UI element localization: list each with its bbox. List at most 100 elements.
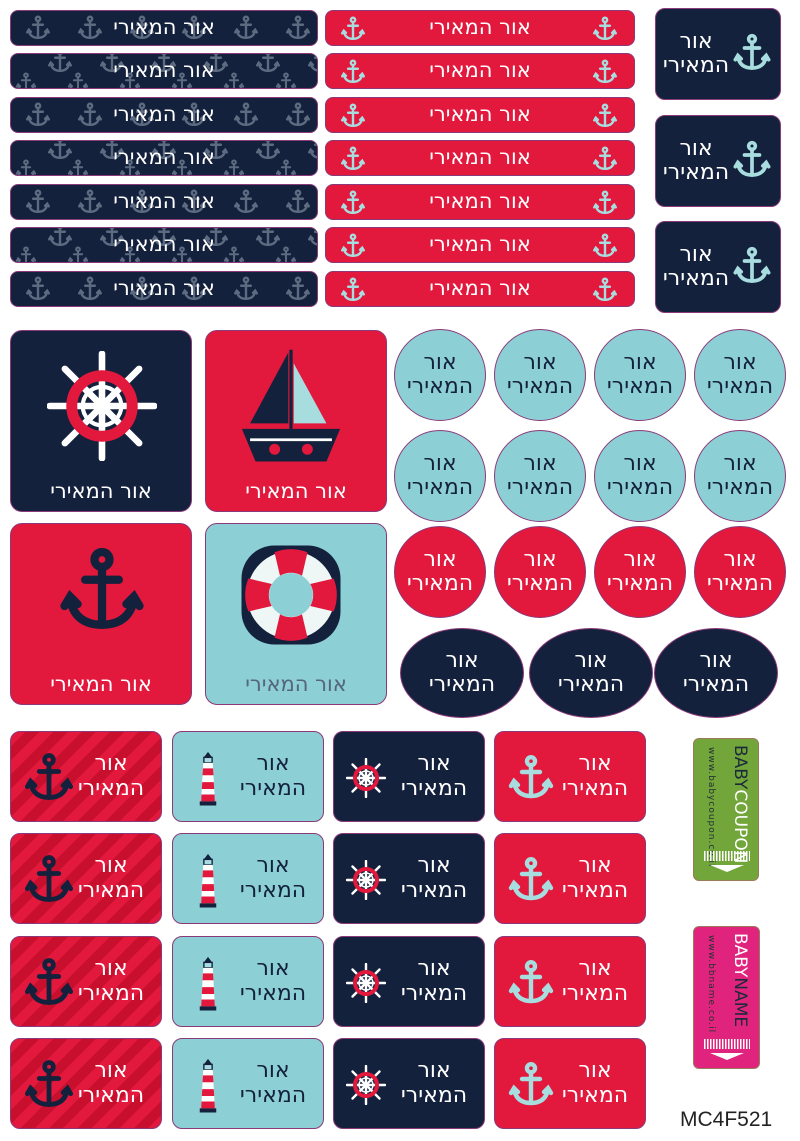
name-text: אור המאירי <box>429 58 531 83</box>
teal-lighthouse-label: אור המאירי <box>172 1038 324 1129</box>
name-text: אור המאירי <box>429 189 531 214</box>
teal-lighthouse-label: אור המאירי <box>172 731 324 822</box>
name-text: אור המאירי <box>239 956 307 1006</box>
red-circle-label: אור המאירי <box>594 526 686 618</box>
navy-oval-label: אור המאירי <box>529 628 653 718</box>
anchor-icon <box>507 1059 555 1111</box>
name-text: אור המאירי <box>113 102 215 127</box>
navy-name-strip: אור המאירי <box>10 227 318 263</box>
anchor-icon <box>340 103 366 129</box>
name-text: אור המאירי <box>682 647 750 697</box>
coupon-brand: BABYCOUPON <box>730 745 750 864</box>
name-text: אור המאירי <box>506 450 574 500</box>
ship-wheel-icon <box>346 758 386 798</box>
anchor-icon <box>47 140 73 161</box>
anchor-icon <box>15 159 37 176</box>
name-text: אור המאירי <box>400 751 468 801</box>
anchor-icon <box>592 190 618 216</box>
anchor-icon <box>307 53 318 74</box>
name-text: אור המאירי <box>561 853 629 903</box>
red-name-strip: אור המאירי <box>325 271 635 307</box>
navy-name-strip: אור המאירי <box>10 140 318 176</box>
teal-circle-label: אור המאירי <box>494 430 586 522</box>
name-brand: BABYNAME <box>730 933 750 1028</box>
red-circle-label: אור המאירי <box>394 526 486 618</box>
anchor-icon <box>592 16 618 42</box>
red-circle-label: אור המאירי <box>694 526 786 618</box>
teal-circle-label: אור המאירי <box>394 329 486 421</box>
anchor-icon <box>592 103 618 129</box>
name-text: אור המאירי <box>606 349 674 399</box>
name-text: אור המאירי <box>706 450 774 500</box>
anchor-icon <box>67 246 89 263</box>
lifebuoy-icon <box>236 540 346 650</box>
barcode-icon <box>704 1039 750 1049</box>
anchor-icon <box>23 1057 75 1113</box>
anchor-icon <box>57 536 147 646</box>
anchor-icon <box>507 752 555 804</box>
navy-wheel-label: אור המאירי <box>333 731 485 822</box>
red-striped-label: אור המאירי <box>10 731 162 822</box>
sailboat-icon <box>236 347 346 467</box>
anchor-icon <box>23 852 75 908</box>
anchor-icon <box>15 72 37 89</box>
navy-square-label: אור המאירי <box>655 8 781 100</box>
name-text: אור המאירי <box>506 349 574 399</box>
navy-wheel-label: אור המאירי <box>333 833 485 924</box>
red-name-strip: אור המאירי <box>325 53 635 89</box>
red-name-strip: אור המאירי <box>325 184 635 220</box>
ship-wheel-icon <box>47 351 157 461</box>
ship-wheel-sticker: אור המאירי <box>10 330 192 512</box>
name-text: אור המאירי <box>113 276 215 301</box>
name-text: אור המאירי <box>50 478 152 503</box>
anchor-icon <box>732 246 772 286</box>
teal-lighthouse-label: אור המאירי <box>172 936 324 1027</box>
name-text: אור המאירי <box>428 647 496 697</box>
teal-circle-label: אור המאירי <box>494 329 586 421</box>
navy-name-strip: אור המאירי <box>10 184 318 220</box>
ship-wheel-icon <box>346 1065 386 1105</box>
name-text: אור המאירי <box>113 58 215 83</box>
arrow-down-icon <box>710 865 744 872</box>
teal-lighthouse-label: אור המאירי <box>172 833 324 924</box>
name-text: אור המאירי <box>429 15 531 40</box>
teal-circle-label: אור המאירי <box>594 430 686 522</box>
name-text: אור המאירי <box>429 232 531 257</box>
navy-name-strip: אור המאירי <box>10 10 318 46</box>
name-text: אור המאירי <box>245 478 347 503</box>
anchor-icon <box>23 955 75 1011</box>
anchor-icon <box>67 159 89 176</box>
anchor-sticker: אור המאירי <box>10 523 192 705</box>
anchor-icon <box>223 159 245 176</box>
anchor-icon <box>732 140 772 180</box>
red-anchor-label: אור המאירי <box>494 833 646 924</box>
anchor-icon <box>233 276 259 302</box>
navy-oval-label: אור המאירי <box>400 628 524 718</box>
navy-oval-label: אור המאירי <box>654 628 778 718</box>
anchor-icon <box>255 53 281 74</box>
anchor-icon <box>285 189 311 215</box>
red-striped-label: אור המאירי <box>10 1038 162 1129</box>
anchor-icon <box>340 59 366 85</box>
name-text: אור המאירי <box>406 349 474 399</box>
name-text: אור המאירי <box>662 135 730 185</box>
anchor-icon <box>47 53 73 74</box>
lighthouse-icon <box>197 1052 219 1118</box>
anchor-icon <box>25 102 51 128</box>
anchor-icon <box>275 72 297 89</box>
name-text: אור המאירי <box>239 751 307 801</box>
anchor-icon <box>77 15 103 41</box>
teal-circle-label: אור המאירי <box>594 329 686 421</box>
navy-name-strip: אור המאירי <box>10 271 318 307</box>
name-text: אור המאירי <box>239 1058 307 1108</box>
name-text: אור המאירי <box>113 232 215 257</box>
anchor-icon <box>275 159 297 176</box>
anchor-icon <box>592 146 618 172</box>
name-text: אור המאירי <box>406 546 474 596</box>
coupon-url: www.babycoupon.co.il <box>706 747 716 868</box>
lighthouse-icon <box>197 847 219 913</box>
anchor-icon <box>233 15 259 41</box>
red-circle-label: אור המאירי <box>494 526 586 618</box>
anchor-icon <box>275 246 297 263</box>
anchor-icon <box>307 140 318 161</box>
